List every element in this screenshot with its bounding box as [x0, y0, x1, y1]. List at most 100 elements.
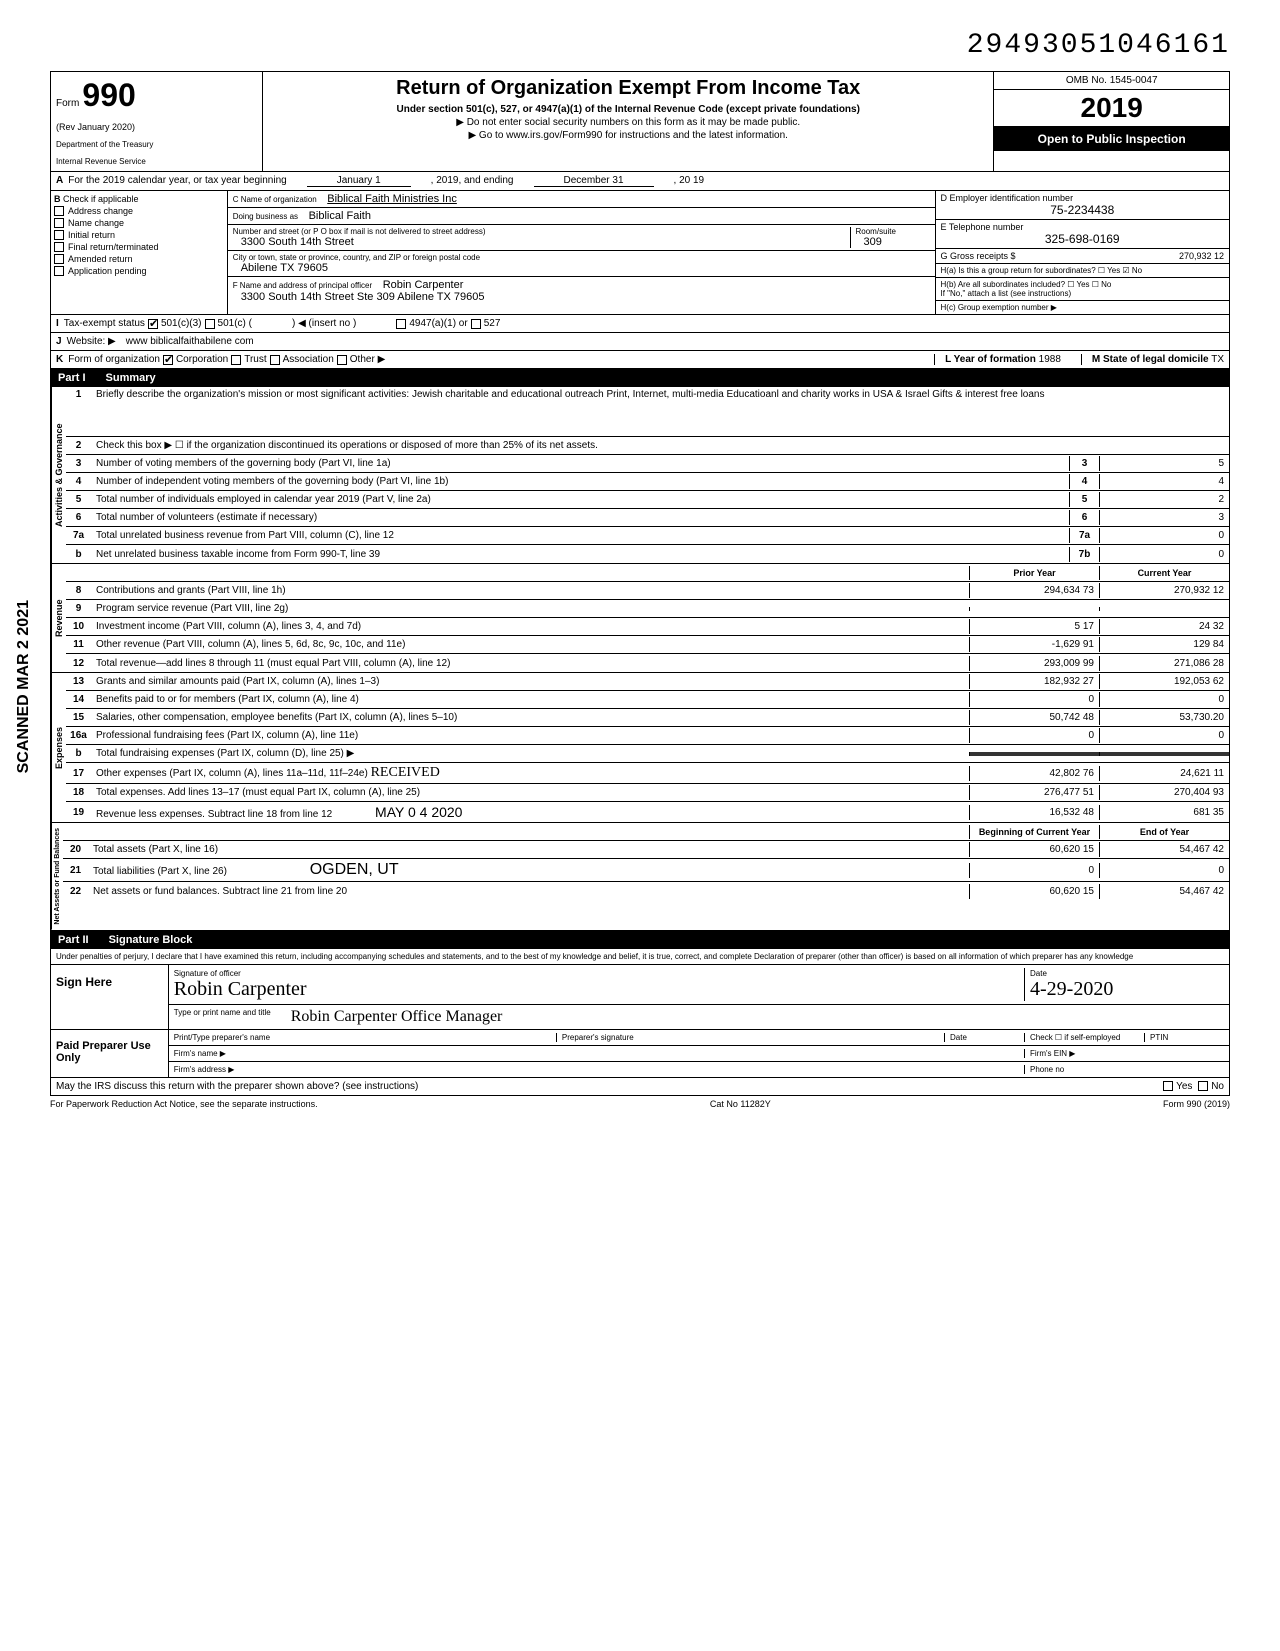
org-name: Biblical Faith Ministries Inc: [327, 193, 457, 205]
chk-trust[interactable]: [231, 355, 241, 365]
sig-date-val: 4-29-2020: [1030, 978, 1113, 1000]
line8-num: 8: [66, 583, 91, 598]
instruction-2: ▶ Go to www.irs.gov/Form990 for instruct…: [268, 130, 988, 141]
line12-prior: 293,009 99: [969, 656, 1099, 671]
footer-right: Form 990 (2019): [1163, 1099, 1230, 1109]
line3-desc: Number of voting members of the governin…: [91, 456, 1069, 471]
footer-mid: Cat No 11282Y: [710, 1099, 771, 1109]
ein-val: 75-2234438: [941, 203, 1225, 217]
line12-curr: 271,086 28: [1099, 656, 1229, 671]
ha-label: H(a) Is this a group return for subordin…: [941, 266, 1096, 275]
line20-curr: 54,467 42: [1099, 842, 1229, 857]
vert-revenue: Revenue: [51, 564, 66, 672]
omb-number: OMB No. 1545-0047: [994, 72, 1229, 90]
part1-label: Part I: [58, 372, 86, 384]
room-label: Room/suite: [856, 227, 930, 236]
line7a-box: 7a: [1069, 528, 1099, 543]
line1-num: 1: [66, 387, 91, 402]
type-name-label: Type or print name and title: [174, 1008, 271, 1026]
chk-corporation[interactable]: [163, 355, 173, 365]
chk-other[interactable]: [337, 355, 347, 365]
form-title: Return of Organization Exempt From Incom…: [268, 77, 988, 100]
m-label: M State of legal domicile: [1092, 354, 1209, 365]
chk-discuss-no[interactable]: [1198, 1081, 1208, 1091]
paid-preparer-label: Paid Preparer Use Only: [51, 1030, 169, 1077]
sig-officer-label: Signature of officer: [174, 969, 241, 978]
line6-num: 6: [66, 510, 91, 525]
line15-prior: 50,742 48: [969, 710, 1099, 725]
form-subtitle: Under section 501(c), 527, or 4947(a)(1)…: [268, 104, 988, 115]
line12-desc: Total revenue—add lines 8 through 11 (mu…: [91, 656, 969, 671]
row-a-mid: , 2019, and ending: [431, 175, 514, 187]
footer: For Paperwork Reduction Act Notice, see …: [50, 1099, 1230, 1109]
line9-curr: [1099, 607, 1229, 611]
chk-discuss-yes[interactable]: [1163, 1081, 1173, 1091]
line7b-box: 7b: [1069, 547, 1099, 562]
form-revision: (Rev January 2020): [56, 122, 257, 132]
line8-curr: 270,932 12: [1099, 583, 1229, 598]
line7b-num: b: [66, 547, 91, 562]
line22-num: 22: [63, 884, 88, 899]
line22-desc: Net assets or fund balances. Subtract li…: [88, 884, 969, 899]
line16b-desc: Total fundraising expenses (Part IX, col…: [91, 746, 969, 761]
lbl-final-return: Final return/terminated: [68, 242, 159, 252]
line10-num: 10: [66, 619, 91, 634]
chk-amended-return[interactable]: [54, 254, 64, 264]
website-label: Website: ▶: [67, 336, 116, 347]
website-val: www biblicalfaithabilene com: [126, 336, 254, 347]
line13-prior: 182,932 27: [969, 674, 1099, 689]
line14-desc: Benefits paid to or for members (Part IX…: [91, 692, 969, 707]
line14-curr: 0: [1099, 692, 1229, 707]
line7b-desc: Net unrelated business taxable income fr…: [91, 547, 1069, 562]
line21-num: 21: [63, 863, 88, 878]
line11-curr: 129 84: [1099, 637, 1229, 652]
chk-501c[interactable]: [205, 319, 215, 329]
sig-date-label: Date: [1030, 969, 1047, 978]
line15-curr: 53,730.20: [1099, 710, 1229, 725]
chk-application-pending[interactable]: [54, 266, 64, 276]
line18-desc: Total expenses. Add lines 13–17 (must eq…: [91, 785, 969, 800]
dba-label: Doing business as: [233, 212, 298, 221]
line16b-num: b: [66, 746, 91, 761]
dept-treasury: Department of the Treasury: [56, 140, 257, 149]
addr-val: 3300 South 14th Street: [241, 236, 850, 248]
firm-addr-label: Firm's address ▶: [174, 1065, 1024, 1074]
line9-num: 9: [66, 601, 91, 616]
chk-final-return[interactable]: [54, 242, 64, 252]
opt-corp: Corporation: [176, 354, 228, 365]
chk-name-change[interactable]: [54, 218, 64, 228]
line20-prior: 60,620 15: [969, 842, 1099, 857]
g-label: G Gross receipts $: [941, 251, 1016, 261]
line19-desc: Revenue less expenses. Subtract line 18 …: [91, 802, 969, 822]
h-note: If "No," attach a list (see instructions…: [941, 289, 1072, 298]
summary-expenses: Expenses 13Grants and similar amounts pa…: [50, 673, 1230, 823]
line7a-val: 0: [1099, 528, 1229, 543]
k-label: K: [56, 354, 63, 365]
opt-501c: 501(c) (: [218, 318, 252, 329]
line5-num: 5: [66, 492, 91, 507]
chk-association[interactable]: [270, 355, 280, 365]
prior-year-hdr: Prior Year: [969, 566, 1099, 580]
chk-501c3[interactable]: [148, 319, 158, 329]
prep-name-label: Print/Type preparer's name: [174, 1033, 556, 1042]
chk-4947[interactable]: [396, 319, 406, 329]
hc-label: H(c) Group exemption number ▶: [941, 303, 1057, 312]
c-label: C Name of organization: [233, 195, 317, 204]
ptin-label: PTIN: [1144, 1033, 1224, 1042]
line5-val: 2: [1099, 492, 1229, 507]
line7a-desc: Total unrelated business revenue from Pa…: [91, 528, 1069, 543]
chk-address-change[interactable]: [54, 206, 64, 216]
part2-title: Signature Block: [109, 934, 193, 946]
e-label: E Telephone number: [941, 222, 1225, 232]
chk-527[interactable]: [471, 319, 481, 329]
chk-initial-return[interactable]: [54, 230, 64, 240]
vert-activities: Activities & Governance: [51, 387, 66, 563]
vert-expenses: Expenses: [51, 673, 66, 822]
row-a: A For the 2019 calendar year, or tax yea…: [50, 172, 1230, 191]
summary-revenue: Revenue Prior YearCurrent Year 8Contribu…: [50, 564, 1230, 673]
lbl-initial-return: Initial return: [68, 230, 115, 240]
line7b-val: 0: [1099, 547, 1229, 562]
line21-prior: 0: [969, 863, 1099, 878]
line8-desc: Contributions and grants (Part VIII, lin…: [91, 583, 969, 598]
line1-label: Briefly describe the organization's miss…: [96, 389, 409, 400]
